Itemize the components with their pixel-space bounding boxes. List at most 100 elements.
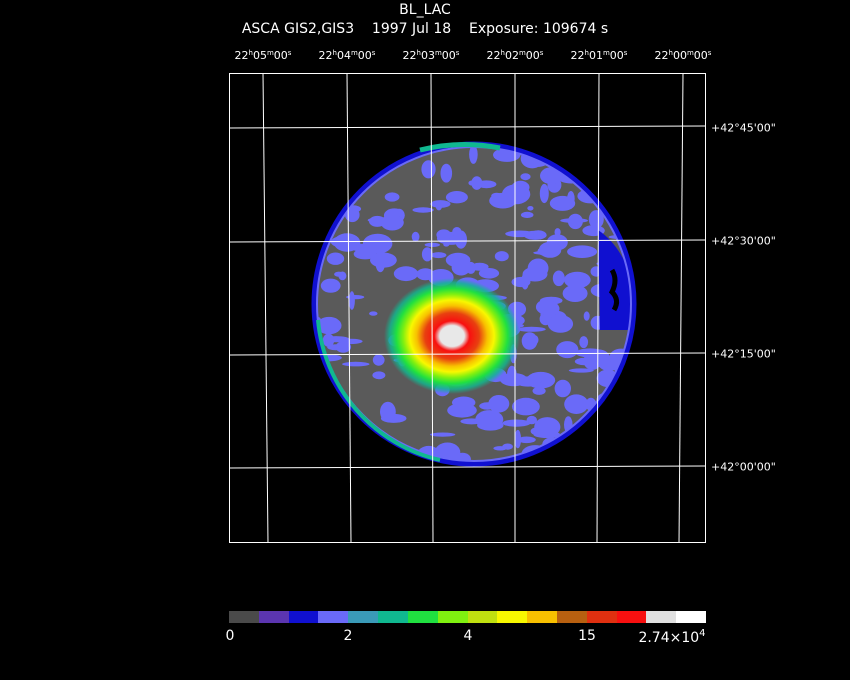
colorbar-segment: [586, 611, 617, 623]
background-speckle: [588, 210, 604, 229]
background-speckle: [476, 180, 497, 189]
background-speckle: [563, 271, 591, 289]
background-speckle: [443, 242, 450, 247]
background-speckle: [475, 410, 504, 429]
background-speckle: [596, 144, 626, 155]
background-speckle: [615, 158, 624, 167]
colorbar-segment: [646, 611, 677, 623]
background-speckle: [368, 147, 386, 160]
background-speckle: [527, 206, 534, 211]
background-speckle: [554, 228, 561, 237]
background-speckle: [362, 161, 375, 177]
ra-label: 22h01m00s: [570, 49, 628, 62]
background-speckle: [343, 429, 366, 446]
background-speckle: [611, 393, 633, 407]
ra-label: 22h02m00s: [486, 49, 544, 62]
background-speckle: [505, 230, 534, 238]
background-speckle: [533, 431, 560, 438]
colorbar-segment: [467, 611, 498, 623]
background-speckle: [583, 311, 590, 321]
ra-label: 22h05m00s: [234, 49, 292, 62]
colorbar-segment: [288, 611, 319, 623]
background-speckle: [452, 227, 462, 238]
background-speckle: [512, 397, 540, 416]
background-speckle: [549, 445, 573, 459]
background-speckle: [380, 401, 396, 422]
background-speckle: [608, 145, 633, 159]
background-speckle: [466, 261, 476, 274]
background-speckle: [435, 202, 442, 211]
background-speckle: [552, 270, 565, 287]
background-speckle: [580, 153, 605, 163]
background-speckle: [314, 434, 321, 443]
colorbar-tick-label: 2: [343, 628, 353, 644]
dec-label: +42°15'00": [711, 347, 776, 361]
background-speckle: [327, 144, 349, 149]
background-speckle: [527, 258, 549, 278]
background-speckle: [421, 160, 436, 179]
colorbar-segment: [527, 611, 557, 623]
dec-label: +42°30'00": [711, 234, 776, 248]
background-speckle: [342, 361, 370, 367]
source-bl-lac: [384, 278, 520, 394]
observation-info: ASCA GIS2,GIS3 1997 Jul 18 Exposure: 109…: [0, 21, 850, 37]
background-speckle: [502, 419, 531, 427]
colorbar-tick-label: 4: [463, 628, 473, 644]
background-speckle: [318, 409, 328, 417]
background-speckle: [517, 436, 536, 444]
background-speckle: [520, 173, 531, 181]
dec-label: +42°00'00": [711, 460, 776, 474]
background-speckle: [587, 349, 610, 367]
background-speckle: [362, 233, 393, 254]
colorbar-segment: [616, 611, 647, 623]
coordinate-grid: [228, 72, 706, 544]
background-speckle: [412, 207, 434, 213]
colorbar-segment: [229, 611, 259, 623]
background-speckle: [314, 191, 337, 208]
background-speckle: [372, 371, 386, 380]
background-speckle: [445, 252, 471, 268]
background-speckle: [567, 446, 578, 464]
background-speckle: [621, 204, 634, 216]
background-speckle: [532, 386, 546, 395]
ra-label: 22h04m00s: [318, 49, 376, 62]
background-speckle: [615, 186, 634, 201]
detector-field: [314, 144, 634, 464]
background-speckle: [547, 146, 561, 159]
background-speckle: [530, 230, 547, 240]
background-speckle: [494, 251, 509, 262]
background-speckle: [351, 152, 358, 170]
background-speckle: [327, 344, 344, 351]
background-speckle: [560, 218, 588, 224]
background-speckle: [384, 192, 400, 202]
background-speckle: [566, 144, 595, 159]
background-speckle: [346, 295, 365, 300]
background-speckle: [373, 148, 384, 161]
instrument-label: ASCA GIS2,GIS3: [241, 21, 355, 37]
background-speckle: [535, 299, 558, 315]
background-speckle: [314, 405, 340, 417]
background-speckle: [613, 147, 624, 166]
colorbar-segment: [556, 611, 587, 623]
background-speckle: [380, 214, 404, 231]
background-speckle: [314, 399, 333, 417]
background-speckle: [597, 156, 613, 167]
background-speckle: [511, 276, 531, 288]
background-speckle: [447, 403, 477, 418]
background-speckle: [322, 336, 350, 343]
colorbar: [229, 611, 706, 623]
background-speckle: [314, 374, 322, 382]
background-speckle: [526, 415, 537, 425]
background-speckle: [598, 430, 614, 440]
background-speckle: [579, 336, 589, 349]
background-speckle: [608, 234, 634, 240]
background-speckle: [549, 195, 576, 211]
colorbar-segment: [318, 611, 349, 623]
colorbar-tick-label: 15: [578, 628, 596, 644]
background-speckle: [547, 315, 574, 333]
background-speckle: [320, 278, 341, 293]
colorbar-segment: [497, 611, 528, 623]
background-speckle: [322, 216, 333, 221]
background-speckle: [327, 151, 336, 166]
background-speckle: [588, 171, 602, 191]
